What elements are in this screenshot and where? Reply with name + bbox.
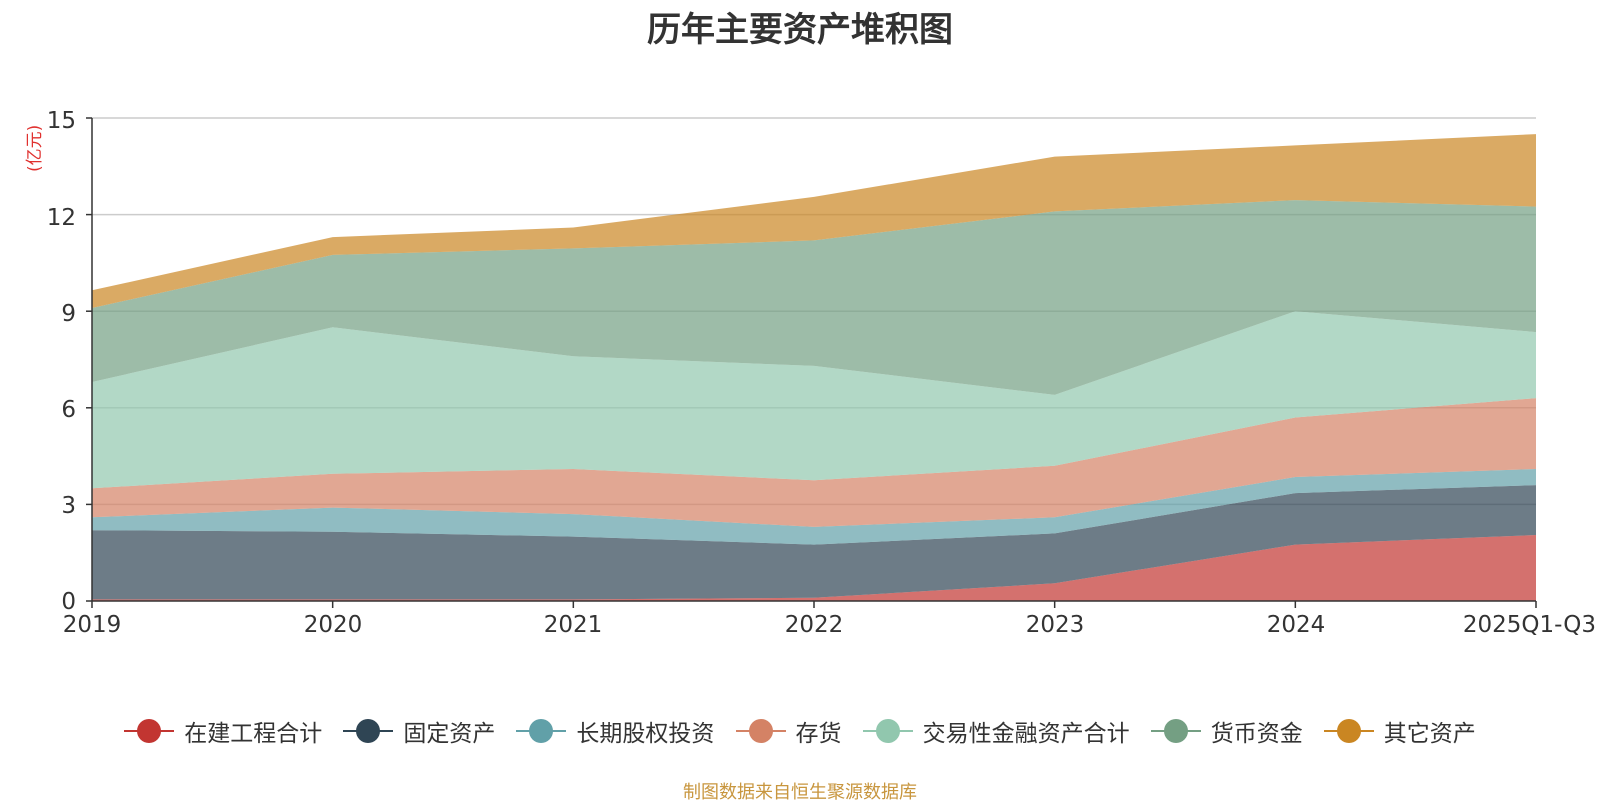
legend-label: 其它资产 — [1383, 721, 1476, 747]
legend-label: 在建工程合计 — [184, 721, 323, 747]
y-tick-label: 12 — [47, 205, 76, 231]
x-tick-label: 2025Q1-Q3 — [1463, 612, 1596, 638]
x-tick-label: 2022 — [785, 612, 844, 638]
x-tick-labels: 2019 2020 2021 2022 2023 2024 2025Q1-Q3 — [63, 612, 1596, 638]
legend-marker-icon — [862, 718, 913, 744]
legend-item[interactable]: 其它资产 — [1323, 714, 1476, 748]
data-source-footer: 制图数据来自恒生聚源数据库 — [683, 782, 917, 803]
area-series-存货[interactable] — [92, 398, 1536, 527]
x-tick-label: 2019 — [63, 612, 122, 638]
area-series-长期股权投资[interactable] — [92, 469, 1536, 545]
legend-marker-icon — [1323, 718, 1374, 744]
y-tick-label: 9 — [61, 301, 76, 327]
legend-marker-icon — [735, 718, 786, 744]
legend-label: 交易性金融资产合计 — [922, 721, 1130, 747]
area-series-货币资金[interactable] — [92, 200, 1536, 395]
legend-label: 存货 — [795, 721, 842, 747]
legend-marker-icon — [1150, 718, 1201, 744]
legend-item[interactable]: 交易性金融资产合计 — [862, 714, 1130, 748]
area-series-在建工程合计[interactable] — [92, 535, 1536, 601]
y-tick-labels: 0 3 6 9 12 15 — [47, 108, 76, 615]
chart-plot: 0 3 6 9 12 15 2019 2020 2021 2022 2023 2… — [47, 108, 1596, 638]
legend-item[interactable]: 长期股权投资 — [516, 714, 714, 748]
legend-item[interactable]: 货币资金 — [1150, 714, 1303, 748]
legend-label: 长期股权投资 — [576, 721, 715, 747]
legend-marker-icon — [516, 718, 567, 744]
legend: 在建工程合计 固定资产 长期股权投资 存货 交易性金融资产合计 货币资金 其它资… — [0, 714, 1600, 748]
legend-marker-icon — [124, 718, 175, 744]
x-tick-label: 2020 — [304, 612, 363, 638]
legend-marker-icon — [343, 718, 394, 744]
y-tick-label: 6 — [61, 397, 76, 423]
y-tick-label: 3 — [61, 493, 76, 519]
legend-label: 固定资产 — [403, 721, 496, 747]
legend-item[interactable]: 存货 — [735, 714, 842, 748]
area-series-其它资产[interactable] — [92, 134, 1536, 308]
x-tick-label: 2023 — [1026, 612, 1085, 638]
x-tick-label: 2024 — [1267, 612, 1326, 638]
chart-title: 历年主要资产堆积图 — [647, 10, 953, 50]
legend-label: 货币资金 — [1210, 721, 1303, 747]
y-tick-label: 15 — [47, 108, 76, 134]
area-series-固定资产[interactable] — [92, 485, 1536, 600]
area-series-交易性金融资产合计[interactable] — [92, 311, 1536, 489]
legend-item[interactable]: 固定资产 — [343, 714, 495, 748]
area-series-group — [92, 134, 1536, 601]
axes — [86, 117, 1537, 608]
legend-item[interactable]: 在建工程合计 — [124, 714, 322, 748]
x-tick-label: 2021 — [544, 612, 603, 638]
y-tick-label: 0 — [61, 589, 76, 615]
